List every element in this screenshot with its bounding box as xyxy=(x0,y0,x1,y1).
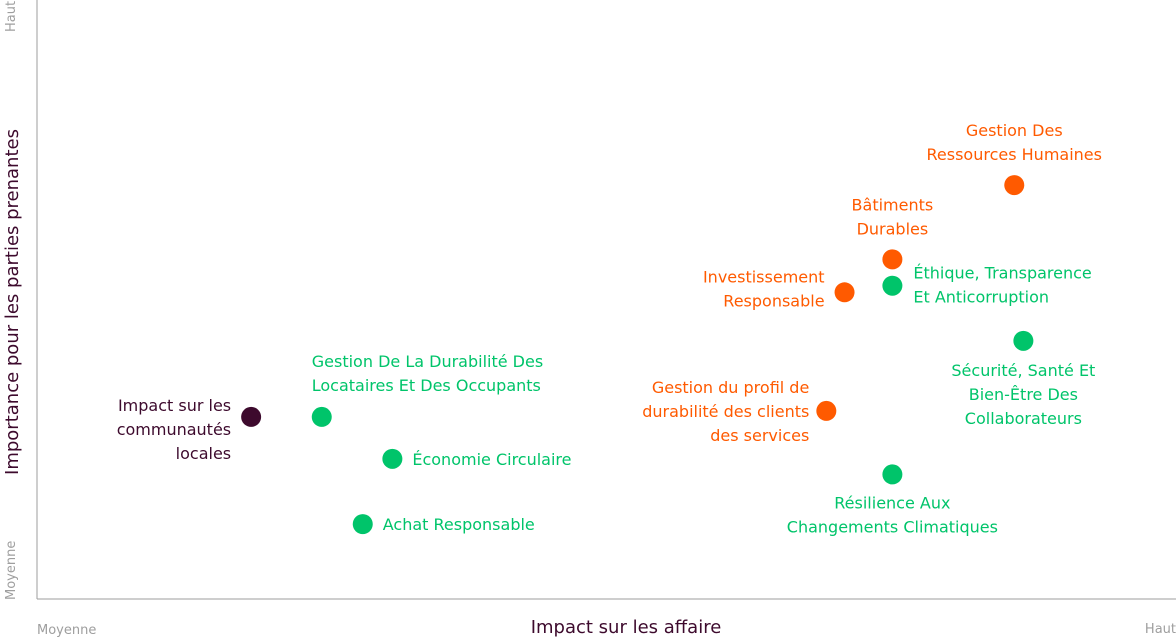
point-label-line: Éthique, Transparence xyxy=(913,264,1091,283)
point-label-line: Sécurité, Santé Et xyxy=(951,361,1095,380)
point-label-line: Gestion Des xyxy=(966,121,1063,140)
data-point: Achat Responsable xyxy=(352,514,535,535)
point-marker xyxy=(1013,330,1034,351)
data-point: Gestion Des Ressources Humaines xyxy=(927,121,1102,196)
point-label-line: Responsable xyxy=(723,291,824,310)
point-label-line: des services xyxy=(710,426,809,445)
point-marker xyxy=(816,400,837,421)
point-label: Gestion Des Ressources Humaines xyxy=(927,121,1102,164)
point-marker xyxy=(352,514,373,535)
x-axis-title: Impact sur les affaire xyxy=(531,617,722,638)
point-label-line: Et Anticorruption xyxy=(913,288,1049,307)
point-label-line: Bien-Être Des xyxy=(969,385,1078,404)
point-marker xyxy=(241,406,262,427)
x-tick-low: Moyenne xyxy=(37,623,96,638)
point-marker xyxy=(882,275,903,296)
point-label-line: communautés xyxy=(117,420,231,439)
point-label-line: Locataires Et Des Occupants xyxy=(312,376,541,395)
point-label-line: Collaborateurs xyxy=(965,409,1082,428)
x-tick-high: Haut xyxy=(1145,622,1176,637)
point-label: Impact sur les communautés locales xyxy=(117,396,231,463)
point-label-line: Économie Circulaire xyxy=(412,450,571,469)
data-point: Résilience Aux Changements Climatiques xyxy=(787,464,998,536)
data-point: Bâtiments Durables xyxy=(852,195,934,270)
point-marker xyxy=(382,448,403,469)
point-label-line: Durables xyxy=(857,219,929,238)
data-point: Gestion De La Durabilité Des Locataires E… xyxy=(311,352,543,427)
point-marker xyxy=(834,282,855,303)
point-label: Gestion du profil de durabilité des clien… xyxy=(642,378,809,445)
data-point: Impact sur les communautés locales xyxy=(117,396,262,463)
point-marker xyxy=(882,249,903,270)
y-tick-high: Haut xyxy=(4,1,19,32)
point-label-line: Gestion du profil de xyxy=(652,378,809,397)
point-label-line: Gestion De La Durabilité Des xyxy=(312,352,543,371)
point-label-line: Impact sur les xyxy=(118,396,231,415)
point-label: Économie Circulaire xyxy=(412,450,571,469)
point-label: Bâtiments Durables xyxy=(852,195,934,238)
point-label-line: Changements Climatiques xyxy=(787,517,998,536)
data-point: Gestion du profil de durabilité des clien… xyxy=(642,378,837,445)
point-label-line: Ressources Humaines xyxy=(927,145,1102,164)
point-label: Gestion De La Durabilité Des Locataires E… xyxy=(312,352,543,395)
point-label: Investissement Responsable xyxy=(703,267,825,310)
point-label: Éthique, Transparence Et Anticorruption xyxy=(913,264,1091,307)
point-label-line: Achat Responsable xyxy=(383,515,535,534)
point-marker xyxy=(1004,175,1025,196)
data-point: Investissement Responsable xyxy=(703,267,855,310)
point-label-line: durabilité des clients xyxy=(642,402,809,421)
data-point: Sécurité, Santé Et Bien-Être Des Collabora… xyxy=(951,330,1095,428)
point-label-line: Investissement xyxy=(703,267,825,286)
point-label-line: locales xyxy=(176,444,231,463)
point-label-line: Bâtiments xyxy=(852,195,934,214)
point-label-line: Résilience Aux xyxy=(834,493,950,512)
data-point: Éthique, Transparence Et Anticorruption xyxy=(882,264,1092,307)
data-point: Économie Circulaire xyxy=(382,448,572,469)
point-label: Résilience Aux Changements Climatiques xyxy=(787,493,998,536)
y-axis-title: Importance pour les parties prenantes xyxy=(2,129,23,475)
point-label: Sécurité, Santé Et Bien-Être Des Collabora… xyxy=(951,361,1095,428)
point-marker xyxy=(882,464,903,485)
point-marker xyxy=(311,406,332,427)
y-tick-low: Moyenne xyxy=(4,541,19,600)
point-label: Achat Responsable xyxy=(383,515,535,534)
points-layer: Impact sur les communautés locales Gestion … xyxy=(117,121,1102,536)
